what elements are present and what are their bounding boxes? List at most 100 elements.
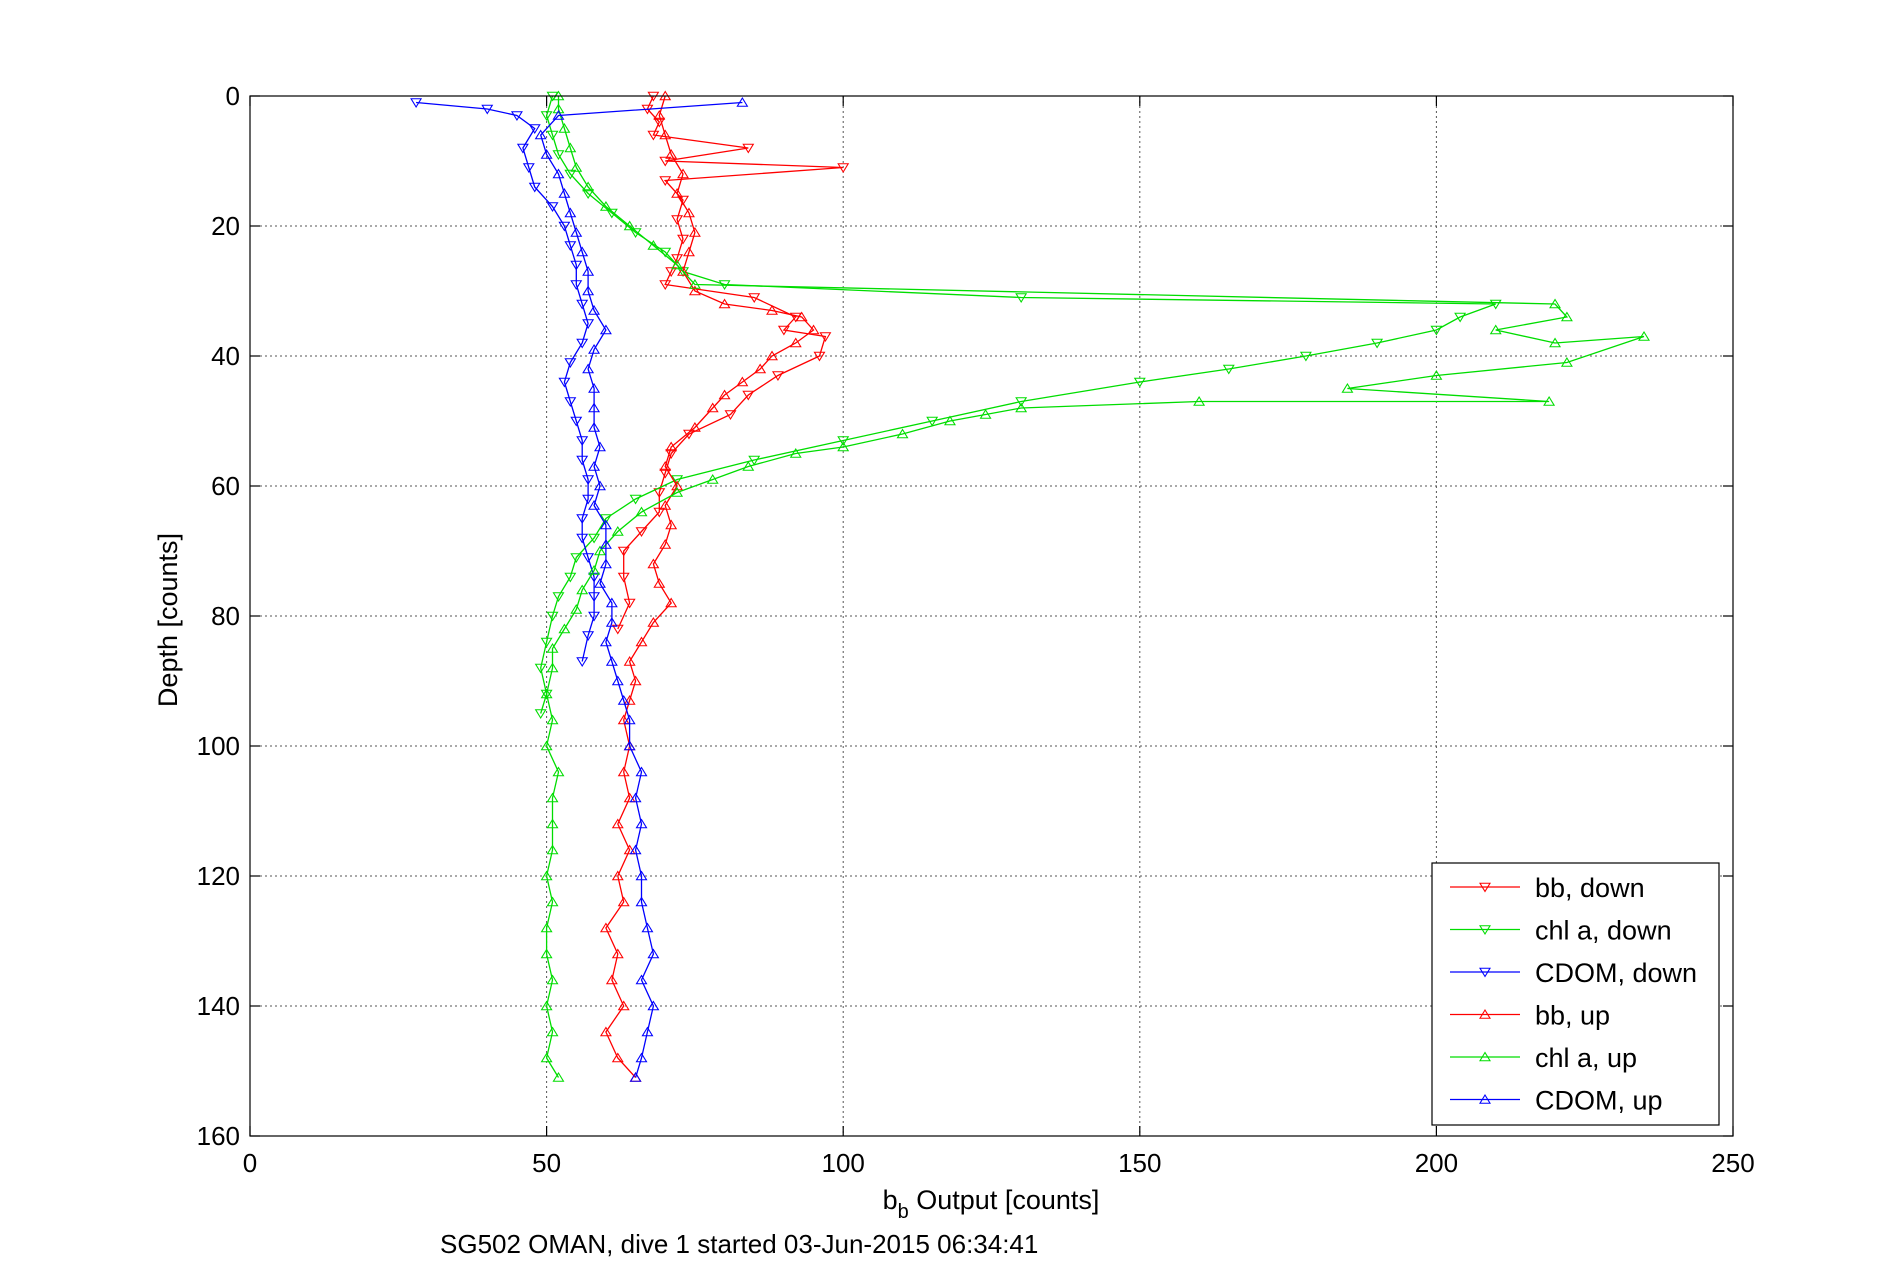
data-point-bb-down [617,546,630,557]
data-point-bb-up [635,636,648,647]
data-point-bb-down [611,624,624,635]
data-point-chl-a-up [742,460,755,471]
data-point-bb-up [754,363,767,374]
data-point-bb-up [599,922,612,933]
data-point-chl-a-up [1638,330,1650,341]
data-point-cdom-up [599,636,612,647]
x-tick-label: 0 [243,1148,257,1178]
data-point-cdom-down [576,338,589,349]
series-line-cdom-up [539,101,743,1078]
data-point-bb-up [623,694,636,705]
data-point-cdom-down [576,657,589,668]
series-cdom-up [534,96,749,1082]
data-point-cdom-down [582,319,595,330]
data-point-cdom-up [594,480,606,491]
data-point-chl-a-down [1489,299,1502,310]
data-point-cdom-down [576,299,589,310]
y-tick-label: 160 [197,1121,240,1151]
data-point-chl-a-down [599,514,612,525]
data-point-cdom-up [736,96,749,107]
legend-marker [1479,1093,1491,1104]
data-point-bb-up [688,421,701,432]
data-point-chl-a-up [546,974,559,985]
data-point-bb-up [599,1026,612,1037]
data-point-bb-up [605,974,618,985]
data-point-bb-down [742,390,755,401]
data-point-cdom-down [481,104,494,115]
data-point-bb-up [789,337,802,348]
data-point-chl-a-down [534,709,547,720]
data-point-bb-down [819,332,832,343]
data-point-cdom-down [564,397,577,408]
data-point-bb-down [671,254,684,265]
data-point-cdom-up [588,304,601,315]
data-point-chl-a-up [896,428,909,439]
data-point-bb-down [659,280,672,291]
series-chl-a-down [534,91,1502,720]
legend-label: bb, up [1535,1001,1610,1031]
data-point-bb-up [766,304,778,315]
y-tick-label: 80 [211,601,240,631]
data-point-bb-up [677,265,690,276]
data-point-bb-down [837,163,850,174]
data-point-bb-down [771,371,784,382]
legend-label: chl a, down [1535,916,1672,946]
data-point-cdom-up [635,974,648,985]
data-point-bb-up [647,558,660,569]
data-point-cdom-up [588,402,601,413]
data-point-cdom-down [582,553,595,564]
axis-ticks: 0 50 100 150 200 250 0 20 40 60 80 100 120 140 160 [197,81,1755,1178]
data-point-cdom-up [629,844,642,855]
data-point-cdom-up [629,792,642,803]
data-point-bb-up [611,948,624,959]
data-point-bb-down [748,293,761,304]
legend-label: chl a, up [1535,1043,1637,1073]
data-point-chl-a-up [623,220,636,231]
data-point-cdom-up [635,766,648,777]
data-point-bb-up [688,226,701,237]
data-point-cdom-up [540,148,553,159]
data-point-cdom-down [558,377,571,388]
data-point-cdom-up [582,285,595,296]
legend-marker [1479,925,1491,936]
data-point-cdom-up [588,421,601,432]
data-point-bb-up [647,616,660,627]
series-bb-up [599,90,820,1082]
data-point-chl-a-down [1299,351,1312,362]
data-point-bb-up [706,402,719,413]
data-point-chl-a-up [540,1000,553,1011]
data-point-bb-up [718,389,731,400]
data-point-cdom-up [617,694,630,705]
data-point-bb-up [688,285,701,296]
data-point-bb-up [766,350,778,361]
legend-item-cdom-down: CDOM, down [1450,958,1697,988]
y-tick-label: 40 [211,341,240,371]
data-point-chl-a-up [588,564,601,575]
data-point-chl-a-down [926,416,939,427]
data-point-cdom-up [599,558,612,569]
data-point-chl-a-up [582,181,595,192]
data-point-chl-a-down [552,150,565,161]
data-point-chl-a-down [1454,312,1467,323]
data-point-chl-a-down [582,189,595,200]
data-point-chl-a-up [546,844,559,855]
legend: bb, down chl a, down CDOM, down bb, up chl a… [1431,862,1720,1126]
data-point-chl-a-up [789,447,802,458]
data-point-chl-a-up [540,740,553,751]
data-point-cdom-down [570,416,583,427]
data-point-bb-up [623,844,636,855]
data-point-chl-a-up [1489,324,1502,335]
data-point-bb-up [736,376,749,387]
data-point-bb-up [665,597,678,608]
data-point-chl-a-up [552,103,565,114]
data-point-cdom-up [588,499,601,510]
data-point-chl-a-down [540,111,553,122]
series-line-bb-up [605,95,815,1078]
data-point-cdom-up [564,207,577,218]
data-point-chl-a-up [546,1026,559,1037]
data-point-chl-a-up [540,922,553,933]
data-point-chl-a-up [546,792,559,803]
data-point-chl-a-up [1560,356,1573,367]
data-point-chl-a-up [671,259,684,270]
data-point-chl-a-down [588,533,601,544]
